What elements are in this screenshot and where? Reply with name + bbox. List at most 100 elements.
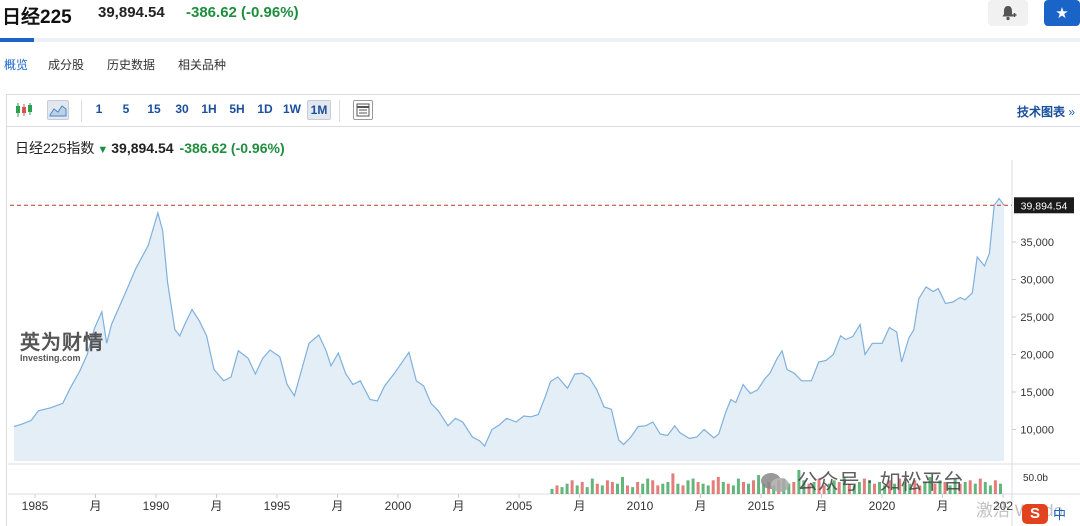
series-area bbox=[14, 198, 1004, 461]
volume-bar bbox=[726, 483, 730, 494]
x-tick-label: 1985 bbox=[22, 499, 49, 513]
x-tick-label: 1990 bbox=[143, 499, 170, 513]
volume-bar bbox=[600, 485, 604, 494]
volume-bar bbox=[802, 480, 806, 494]
volume-bar bbox=[626, 485, 629, 494]
volume-bar bbox=[595, 483, 599, 494]
watermark-sub-text: Investing.com bbox=[20, 353, 81, 363]
volume-bar bbox=[696, 482, 700, 494]
input-method-s-icon[interactable]: S bbox=[1022, 504, 1048, 524]
interval-30[interactable]: 30 bbox=[175, 102, 189, 116]
watchlist-star-button[interactable]: ★ bbox=[1044, 0, 1080, 26]
volume-bar bbox=[610, 482, 614, 494]
volume-bar bbox=[752, 480, 755, 494]
volume-bar bbox=[933, 483, 937, 494]
volume-bar bbox=[878, 482, 881, 494]
volume-bar bbox=[847, 483, 851, 494]
volume-bar bbox=[666, 482, 670, 494]
volume-bar bbox=[757, 475, 761, 494]
area-chart-icon[interactable] bbox=[47, 100, 69, 120]
toolbar-separator bbox=[339, 100, 340, 122]
candlestick-icon[interactable] bbox=[13, 100, 35, 120]
volume-bar bbox=[817, 478, 821, 494]
x-tick-label: 2020 bbox=[869, 499, 896, 513]
overlay-account-text: 公众号 · 如松平台 bbox=[796, 470, 964, 494]
volume-bar bbox=[978, 478, 982, 494]
watermark-logo-text: 英为财情 bbox=[20, 330, 104, 354]
volume-bar bbox=[550, 488, 554, 494]
interval-1d[interactable]: 1D bbox=[257, 102, 273, 116]
interval-15[interactable]: 15 bbox=[147, 102, 161, 116]
x-tick-label: 月 bbox=[936, 499, 948, 513]
volume-bar bbox=[721, 482, 725, 494]
volume-bar bbox=[953, 478, 957, 494]
volume-bar bbox=[923, 482, 927, 494]
volume-bar bbox=[565, 483, 569, 494]
volume-bar bbox=[938, 480, 942, 494]
volume-axis-label: 50.0b bbox=[1023, 473, 1048, 484]
y-tick-label: 15,000 bbox=[1020, 387, 1054, 399]
y-tick-label: 25,000 bbox=[1020, 312, 1054, 324]
tab-historical-data[interactable]: 历史数据 bbox=[107, 58, 156, 72]
volume-bar bbox=[676, 483, 680, 494]
volume-bar bbox=[832, 480, 836, 494]
volume-bar bbox=[762, 483, 766, 494]
x-tick-label: 202 bbox=[993, 499, 1013, 513]
volume-bar bbox=[943, 482, 947, 494]
y-tick-label: 35,000 bbox=[1020, 237, 1054, 249]
volume-bar bbox=[711, 480, 715, 494]
volume-bar bbox=[812, 482, 816, 494]
volume-bar bbox=[636, 482, 640, 494]
volume-bar bbox=[742, 482, 745, 494]
volume-bar bbox=[822, 485, 826, 494]
tab-related[interactable]: 相关品种 bbox=[178, 58, 227, 72]
volume-bar bbox=[837, 482, 841, 494]
chart-panel: 1 5 15 30 1H 5H 1D 1W 1M 技术图表 » 日经225指数 ▼… bbox=[6, 94, 1080, 526]
investing-watermark: 英为财情 Investing.com bbox=[20, 326, 104, 363]
add-alert-button[interactable] bbox=[988, 0, 1028, 26]
volume-bar bbox=[661, 483, 665, 494]
x-tick-label: 月 bbox=[210, 499, 222, 513]
volume-bar bbox=[701, 483, 705, 494]
interval-1[interactable]: 1 bbox=[95, 102, 103, 116]
last-price-label: 39,894.54 bbox=[1021, 200, 1068, 212]
x-tick-label: 2005 bbox=[506, 499, 533, 513]
volume-bar bbox=[857, 482, 861, 494]
volume-bar bbox=[988, 485, 992, 494]
interval-5h[interactable]: 5H bbox=[229, 102, 245, 116]
volume-bar bbox=[913, 480, 917, 494]
interval-1h[interactable]: 1H bbox=[201, 102, 217, 116]
y-tick-label: 20,000 bbox=[1020, 350, 1054, 362]
x-tick-label: 月 bbox=[331, 499, 343, 513]
volume-bar bbox=[580, 482, 584, 494]
legend-price: 39,894.54 bbox=[111, 140, 174, 156]
technical-chart-link[interactable]: 技术图表 » bbox=[1017, 103, 1075, 120]
tab-overview[interactable]: 概览 bbox=[4, 58, 29, 72]
volume-bar bbox=[999, 483, 1002, 494]
x-tick-label: 月 bbox=[89, 499, 101, 513]
x-tick-label: 2010 bbox=[627, 499, 654, 513]
volume-bar bbox=[807, 483, 811, 494]
header-divider bbox=[0, 38, 1080, 42]
interval-1m[interactable]: 1M bbox=[307, 100, 331, 120]
volume-bar bbox=[908, 483, 912, 494]
quote-header: 日经225 39,894.54 -386.62 (-0.96%) ★ bbox=[0, 0, 1080, 34]
volume-bar bbox=[570, 480, 574, 494]
volume-bar bbox=[787, 483, 791, 494]
interval-5[interactable]: 5 bbox=[122, 102, 130, 116]
interval-1w[interactable]: 1W bbox=[283, 102, 301, 116]
bell-plus-icon bbox=[1002, 6, 1017, 21]
input-method-zh-label[interactable]: 中 bbox=[1053, 507, 1067, 522]
header-change: -386.62 (-0.96%) bbox=[186, 4, 299, 21]
volume-bar bbox=[948, 485, 952, 494]
tab-components[interactable]: 成分股 bbox=[48, 58, 85, 72]
last-price-label-bg bbox=[1014, 197, 1074, 214]
volume-bar bbox=[903, 482, 907, 494]
volume-bar bbox=[585, 487, 589, 494]
legend-change: -386.62 (-0.96%) bbox=[179, 140, 285, 156]
x-tick-label: 月 bbox=[694, 499, 706, 513]
table-icon[interactable] bbox=[353, 100, 373, 120]
volume-bar bbox=[968, 480, 972, 494]
instrument-title: 日经225 bbox=[2, 7, 72, 28]
